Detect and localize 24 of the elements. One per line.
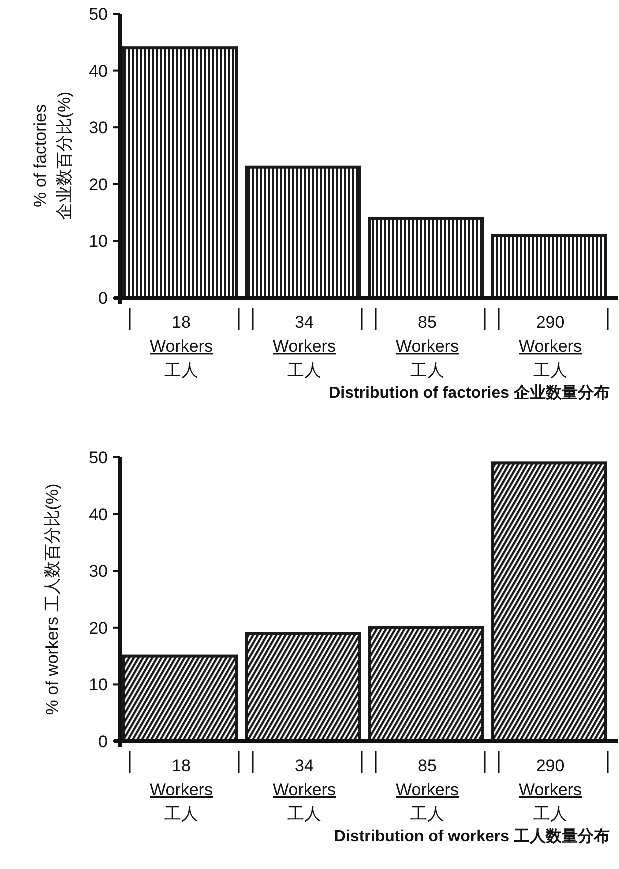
text: Distribution of workers 工人数量分布 (334, 828, 610, 846)
y-tick-label: 40 (89, 505, 108, 524)
x-tick-label: 34 Workers 工人 (273, 756, 336, 824)
x-tick-label: 85 Workers 工人 (396, 756, 459, 824)
y-tick-label: 10 (89, 676, 108, 695)
y-tick-label: 20 (89, 175, 108, 194)
y-tick-label: 30 (89, 562, 108, 582)
x-tick-label: 290 Workers 工人 (519, 756, 582, 824)
y-tick-label: 20 (89, 618, 108, 638)
y-axis-title: % of factories 企业数百分比(%) (31, 92, 74, 220)
y-axis-title: % of workers 工人数百分比(%) (43, 484, 62, 716)
y-tick-label: 30 (89, 118, 108, 138)
x-tick-label: 18 Workers 工人 (150, 313, 213, 380)
y-tick-label: 50 (89, 448, 108, 468)
x-tick-label: 34 Workers 工人 (273, 313, 336, 380)
y-tick-label: 10 (89, 232, 108, 252)
text: Distribution of factories 企业数量分布 (329, 384, 610, 402)
x-tick-label: 18 Workers 工人 (150, 756, 213, 824)
y-tick-label: 0 (98, 289, 108, 308)
x-tick-label: 85 Workers 工人 (396, 313, 459, 380)
y-tick-label: 40 (89, 62, 108, 81)
y-tick-label: 0 (98, 732, 108, 752)
x-tick-label: 290 Workers 工人 (519, 313, 582, 380)
y-tick-label: 50 (89, 5, 108, 24)
